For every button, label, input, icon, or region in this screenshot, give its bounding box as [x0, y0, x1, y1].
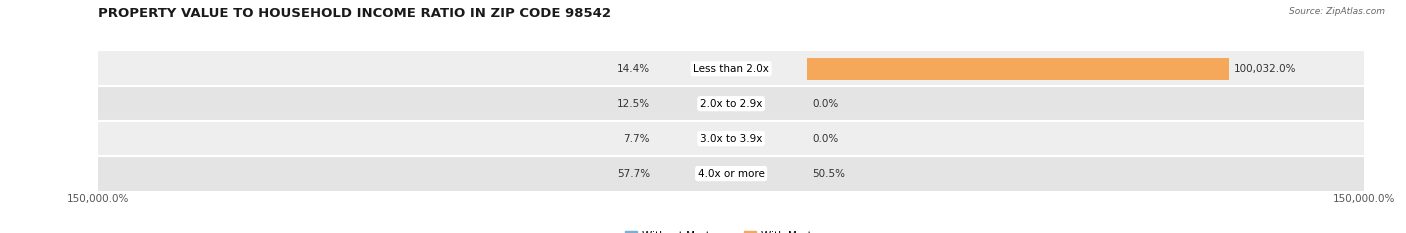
Text: 0.0%: 0.0% [813, 99, 838, 109]
Legend: Without Mortgage, With Mortgage: Without Mortgage, With Mortgage [621, 227, 841, 233]
Text: 0.0%: 0.0% [813, 134, 838, 144]
Text: 4.0x or more: 4.0x or more [697, 169, 765, 178]
Bar [98, 156, 1364, 191]
Text: 2.0x to 2.9x: 2.0x to 2.9x [700, 99, 762, 109]
Text: 14.4%: 14.4% [617, 64, 650, 74]
Text: 57.7%: 57.7% [617, 169, 650, 178]
Bar [98, 51, 1364, 86]
Text: Source: ZipAtlas.com: Source: ZipAtlas.com [1289, 7, 1385, 16]
Text: 7.7%: 7.7% [624, 134, 650, 144]
Text: PROPERTY VALUE TO HOUSEHOLD INCOME RATIO IN ZIP CODE 98542: PROPERTY VALUE TO HOUSEHOLD INCOME RATIO… [98, 7, 612, 20]
Text: Less than 2.0x: Less than 2.0x [693, 64, 769, 74]
Bar [98, 86, 1364, 121]
Text: 3.0x to 3.9x: 3.0x to 3.9x [700, 134, 762, 144]
Text: 50.5%: 50.5% [813, 169, 845, 178]
Bar [98, 121, 1364, 156]
Text: 12.5%: 12.5% [617, 99, 650, 109]
Bar [807, 58, 1229, 80]
Text: 100,032.0%: 100,032.0% [1234, 64, 1296, 74]
